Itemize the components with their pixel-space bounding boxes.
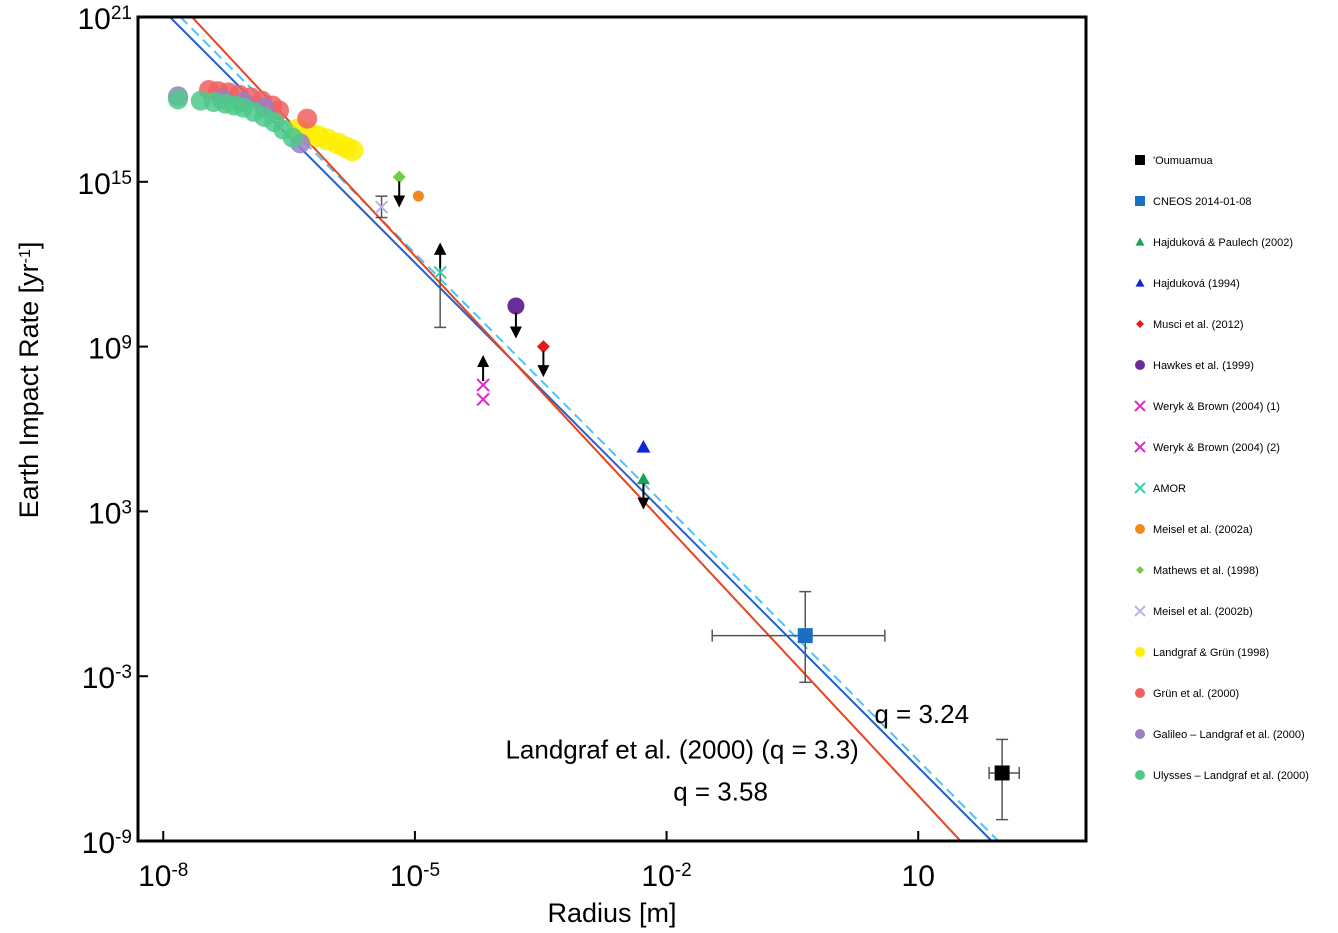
legend-label-3: Hajduková (1994)	[1153, 278, 1240, 290]
x-tick-label-0: 10-8	[138, 860, 188, 894]
legend-label-0: 'Oumuamua	[1153, 155, 1213, 167]
legend-label-2: Hajduková & Paulech (2002)	[1153, 237, 1293, 249]
y-tick-label-0: 10-9	[82, 827, 132, 861]
legend-marker-0	[1135, 155, 1145, 165]
x-tick-label-2: 10-2	[641, 860, 691, 894]
legend-entry-8: AMOR	[1134, 482, 1186, 495]
point-15-10	[282, 127, 303, 148]
point-13-8	[297, 108, 318, 129]
fit-lines	[169, 17, 999, 841]
point-3-0	[636, 440, 651, 453]
y-tick-label-2: 103	[88, 497, 132, 531]
point-6-0	[476, 378, 490, 392]
legend-marker-10	[1136, 566, 1144, 574]
legend-label-6: Weryk & Brown (2004) (1)	[1153, 401, 1280, 413]
legend-marker-3	[1135, 278, 1145, 287]
legend-label-7: Weryk & Brown (2004) (2)	[1153, 442, 1280, 454]
legend-entry-3: Hajduková (1994)	[1135, 278, 1240, 290]
annotation-1: Landgraf et al. (2000) (q = 3.3)	[505, 735, 858, 765]
legend-marker-5	[1135, 360, 1145, 370]
legend-marker-14	[1135, 729, 1145, 739]
data-points	[168, 79, 1010, 781]
point-15-0	[168, 89, 189, 110]
legend-entry-1: CNEOS 2014-01-08	[1135, 196, 1251, 208]
plot-frame	[136, 15, 1088, 843]
y-tick-label-5: 1021	[77, 3, 132, 37]
legend: 'Oumuamua CNEOS 2014-01-08 Hajduková & Pau…	[1134, 155, 1309, 782]
legend-marker-7	[1134, 441, 1146, 453]
point-8-0	[433, 265, 447, 280]
fit-line-2	[191, 17, 962, 841]
legend-label-14: Galileo – Landgraf et al. (2000)	[1153, 729, 1305, 741]
y-axis-title-end: ]	[14, 242, 44, 250]
legend-label-5: Hawkes et al. (1999)	[1153, 360, 1254, 372]
x-tick-label-1: 10-5	[390, 860, 440, 894]
point-5-0	[507, 297, 525, 315]
y-tick-label-4: 1015	[77, 167, 132, 201]
point-7-0	[476, 392, 490, 407]
annotation-0: q = 3.24	[874, 699, 969, 729]
x-axis-title: Radius [m]	[547, 898, 676, 928]
legend-label-12: Landgraf & Grün (1998)	[1153, 647, 1269, 659]
limit-arrows	[393, 181, 650, 510]
point-12-6	[341, 139, 364, 162]
legend-entry-15: Ulysses – Landgraf et al. (2000)	[1135, 770, 1309, 782]
annotations: q = 3.24 Landgraf et al. (2000) (q = 3.3)…	[505, 699, 969, 807]
point-0-0	[994, 765, 1010, 781]
legend-marker-8	[1134, 482, 1146, 494]
legend-entry-6: Weryk & Brown (2004) (1)	[1134, 400, 1280, 413]
legend-entry-14: Galileo – Landgraf et al. (2000)	[1135, 729, 1305, 741]
legend-label-11: Meisel et al. (2002b)	[1153, 606, 1253, 618]
y-axis-title-sup: -1	[17, 249, 34, 263]
legend-entry-2: Hajduková & Paulech (2002)	[1135, 237, 1293, 249]
legend-entry-5: Hawkes et al. (1999)	[1135, 360, 1254, 372]
axis-ticks: 10-8 10-5 10-2 10 10-9 10-3 103 109 1015 1021	[77, 3, 934, 894]
legend-label-4: Musci et al. (2012)	[1153, 319, 1243, 331]
legend-entry-13: Grün et al. (2000)	[1135, 688, 1239, 700]
point-2-0	[636, 472, 650, 485]
y-axis-title-main: Earth Impact Rate [yr	[14, 263, 44, 518]
legend-marker-1	[1135, 196, 1145, 206]
legend-entry-11: Meisel et al. (2002b)	[1134, 605, 1253, 618]
legend-marker-11	[1134, 605, 1146, 617]
legend-entry-10: Mathews et al. (1998)	[1136, 565, 1259, 577]
point-4-0	[536, 340, 550, 354]
legend-marker-15	[1135, 770, 1145, 780]
legend-marker-13	[1135, 688, 1145, 698]
legend-entry-4: Musci et al. (2012)	[1136, 319, 1243, 331]
point-9-0	[412, 190, 424, 202]
fit-line-0	[169, 17, 993, 841]
y-tick-label-1: 10-3	[82, 662, 132, 696]
legend-entry-0: 'Oumuamua	[1135, 155, 1213, 167]
legend-entry-9: Meisel et al. (2002a)	[1135, 524, 1253, 536]
y-axis-title: Earth Impact Rate [yr-1]	[14, 242, 44, 519]
legend-label-10: Mathews et al. (1998)	[1153, 565, 1259, 577]
point-1-0	[797, 628, 813, 644]
y-tick-label-3: 109	[88, 332, 132, 366]
legend-marker-9	[1135, 524, 1145, 534]
legend-marker-2	[1135, 237, 1145, 246]
legend-label-9: Meisel et al. (2002a)	[1153, 524, 1253, 536]
legend-label-8: AMOR	[1153, 483, 1186, 495]
legend-entry-7: Weryk & Brown (2004) (2)	[1134, 441, 1280, 454]
x-tick-label-3: 10	[902, 860, 935, 893]
annotation-2: q = 3.58	[673, 776, 768, 806]
point-10-0	[392, 170, 406, 184]
point-11-0	[374, 200, 389, 214]
legend-marker-6	[1134, 400, 1146, 412]
legend-marker-4	[1136, 320, 1144, 328]
legend-entry-12: Landgraf & Grün (1998)	[1135, 647, 1269, 659]
fit-line-1	[179, 17, 999, 841]
legend-label-13: Grün et al. (2000)	[1153, 688, 1239, 700]
legend-label-1: CNEOS 2014-01-08	[1153, 196, 1251, 208]
legend-marker-12	[1135, 647, 1145, 657]
legend-label-15: Ulysses – Landgraf et al. (2000)	[1153, 770, 1309, 782]
